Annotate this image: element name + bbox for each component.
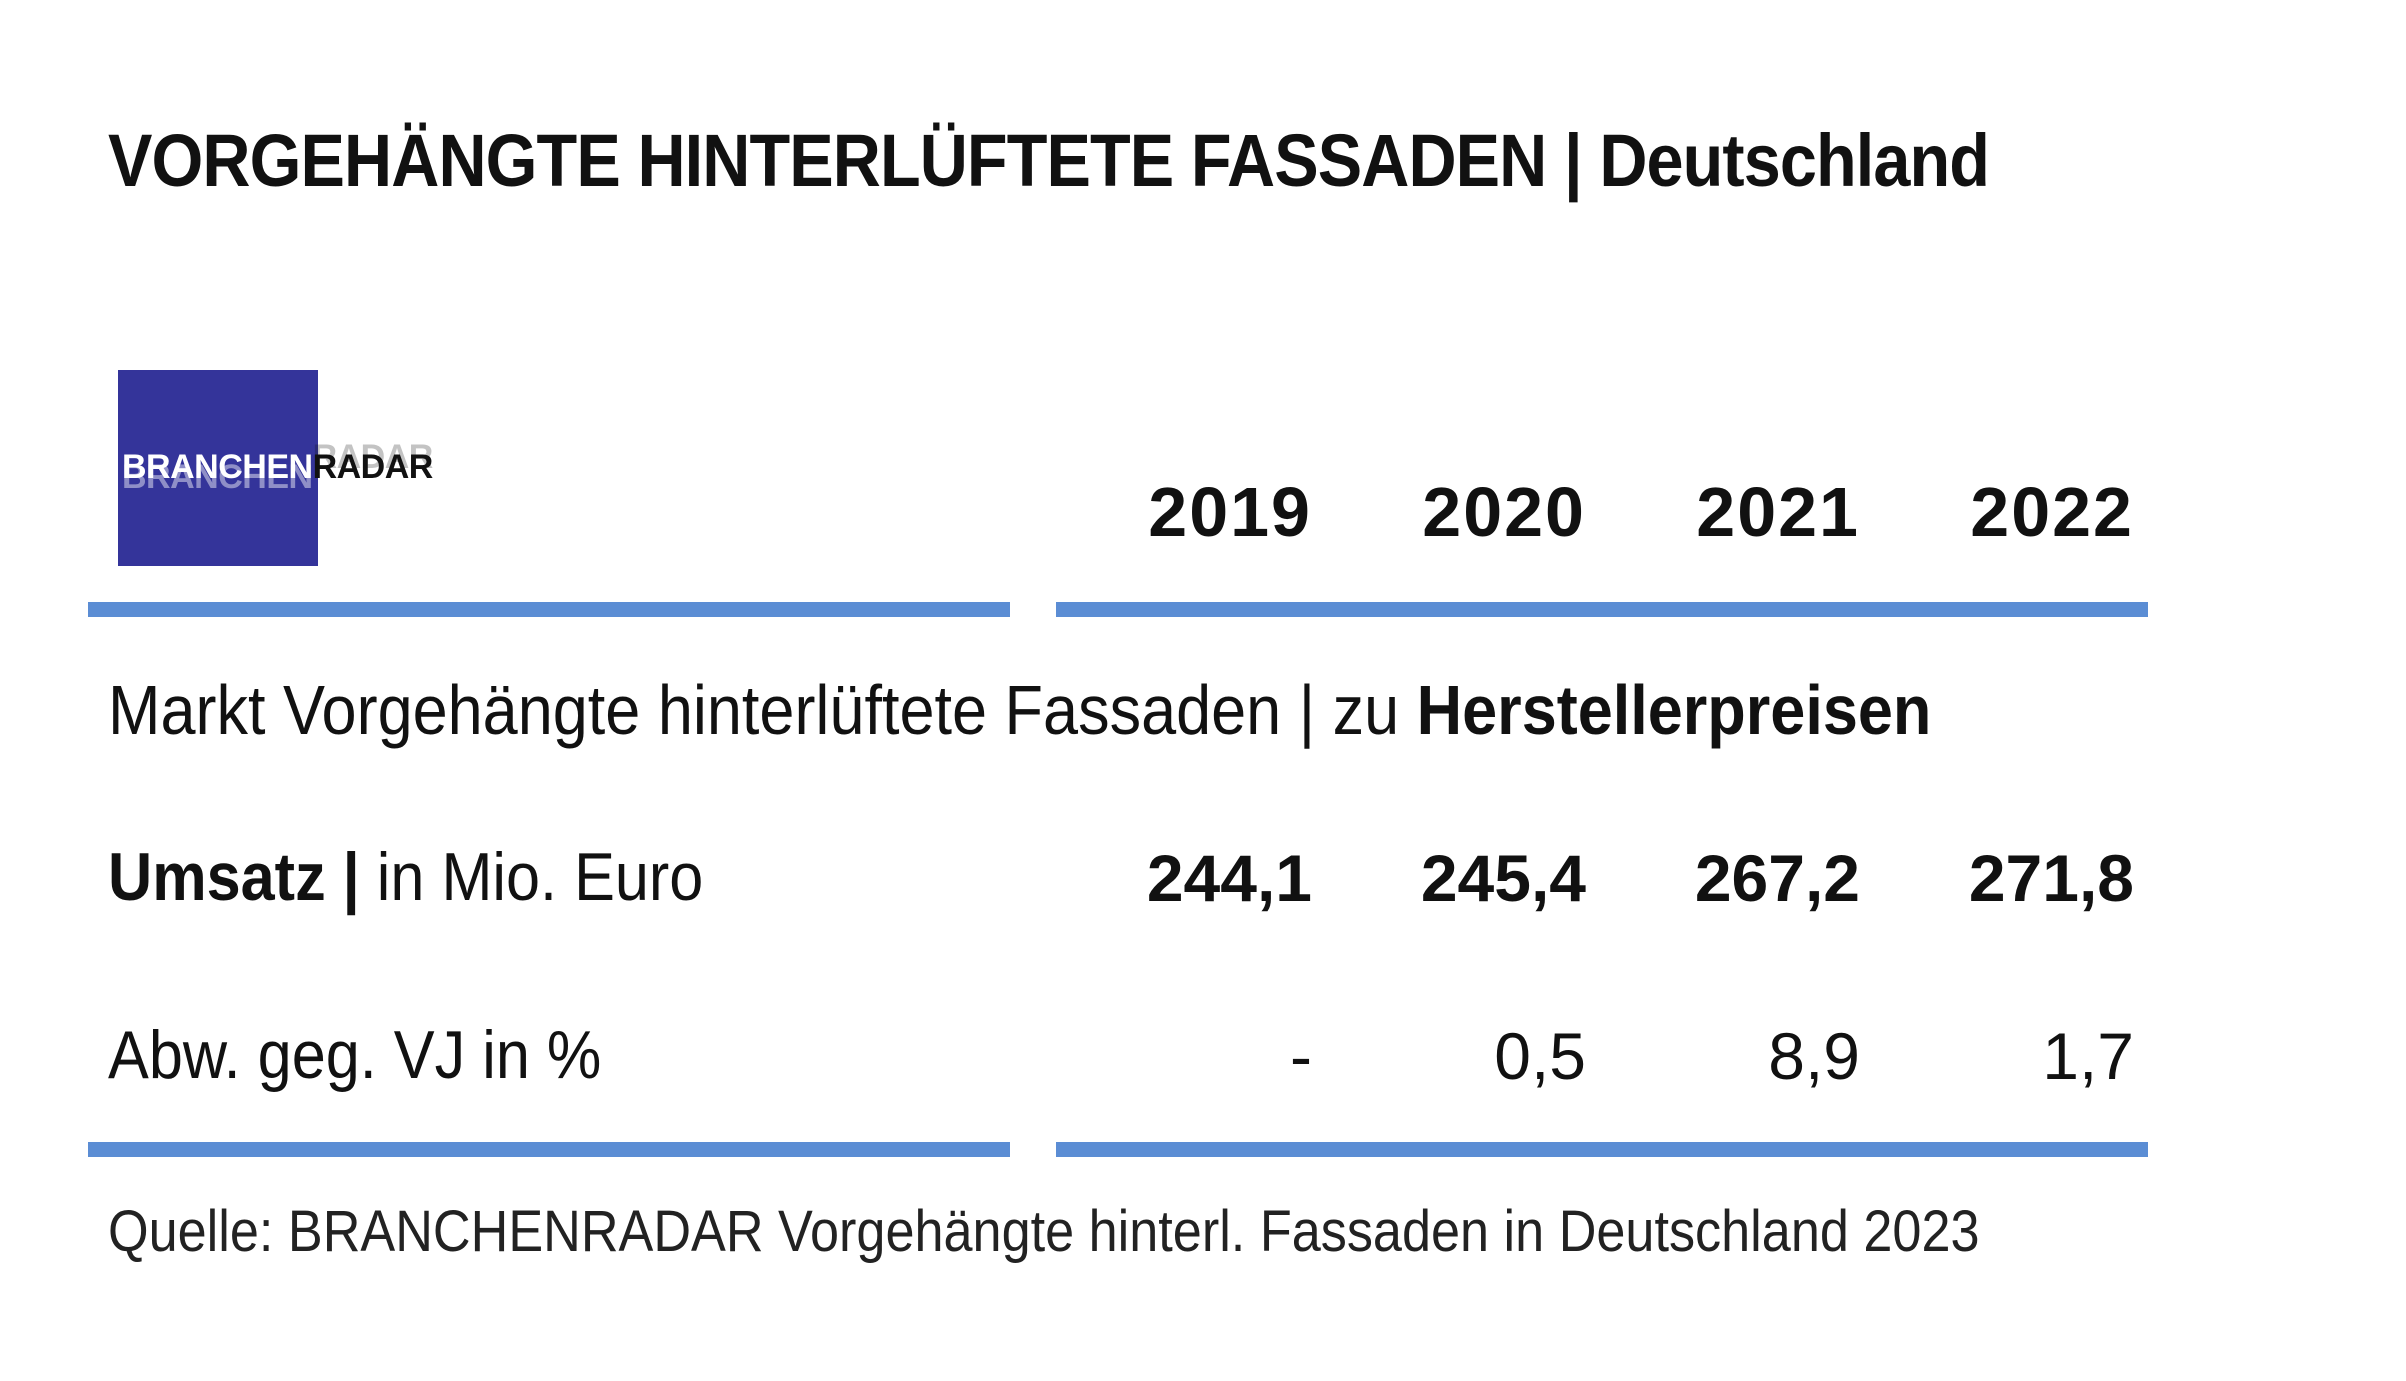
logo-wordmark: BRANCHENRADAR xyxy=(122,448,433,487)
header-rule-right xyxy=(1056,602,2148,617)
branchenradar-logo xyxy=(118,370,318,566)
column-header-2022: 2022 xyxy=(1970,473,2134,551)
row-label-abweichung: Abw. geg. VJ in % xyxy=(108,1017,602,1093)
value-abweichung-2019: - xyxy=(1290,1019,1312,1093)
value-abweichung-2022: 1,7 xyxy=(2042,1019,2134,1093)
column-header-2020: 2020 xyxy=(1422,473,1586,551)
row-label-umsatz-unit: in Mio. Euro xyxy=(359,839,704,915)
column-header-2021: 2021 xyxy=(1696,473,1860,551)
subtitle-regular: Markt Vorgehängte hinterlüftete Fassaden… xyxy=(108,671,1417,749)
logo-text-radar: RADAR xyxy=(312,448,434,486)
footer-rule-left xyxy=(88,1142,1010,1157)
value-umsatz-2022: 271,8 xyxy=(1968,841,2134,915)
value-umsatz-2020: 245,4 xyxy=(1420,841,1586,915)
table-subtitle: Markt Vorgehängte hinterlüftete Fassaden… xyxy=(108,670,1931,750)
value-umsatz-2021: 267,2 xyxy=(1694,841,1860,915)
value-abweichung-2020: 0,5 xyxy=(1494,1019,1586,1093)
subtitle-bold: Herstellerpreisen xyxy=(1416,671,1932,749)
row-label-umsatz-bold: Umsatz | xyxy=(108,839,360,915)
value-abweichung-2021: 8,9 xyxy=(1768,1019,1860,1093)
source-note: Quelle: BRANCHENRADAR Vorgehängte hinter… xyxy=(108,1199,1980,1264)
footer-rule-right xyxy=(1056,1142,2148,1157)
header-rule-left xyxy=(88,602,1010,617)
column-header-2019: 2019 xyxy=(1148,473,1312,551)
logo-text-branchen: BRANCHEN xyxy=(122,448,313,486)
value-umsatz-2019: 244,1 xyxy=(1146,841,1312,915)
chart-title: VORGEHÄNGTE HINTERLÜFTETE FASSADEN | Deu… xyxy=(108,119,1990,202)
row-label-umsatz: Umsatz | in Mio. Euro xyxy=(108,838,703,916)
